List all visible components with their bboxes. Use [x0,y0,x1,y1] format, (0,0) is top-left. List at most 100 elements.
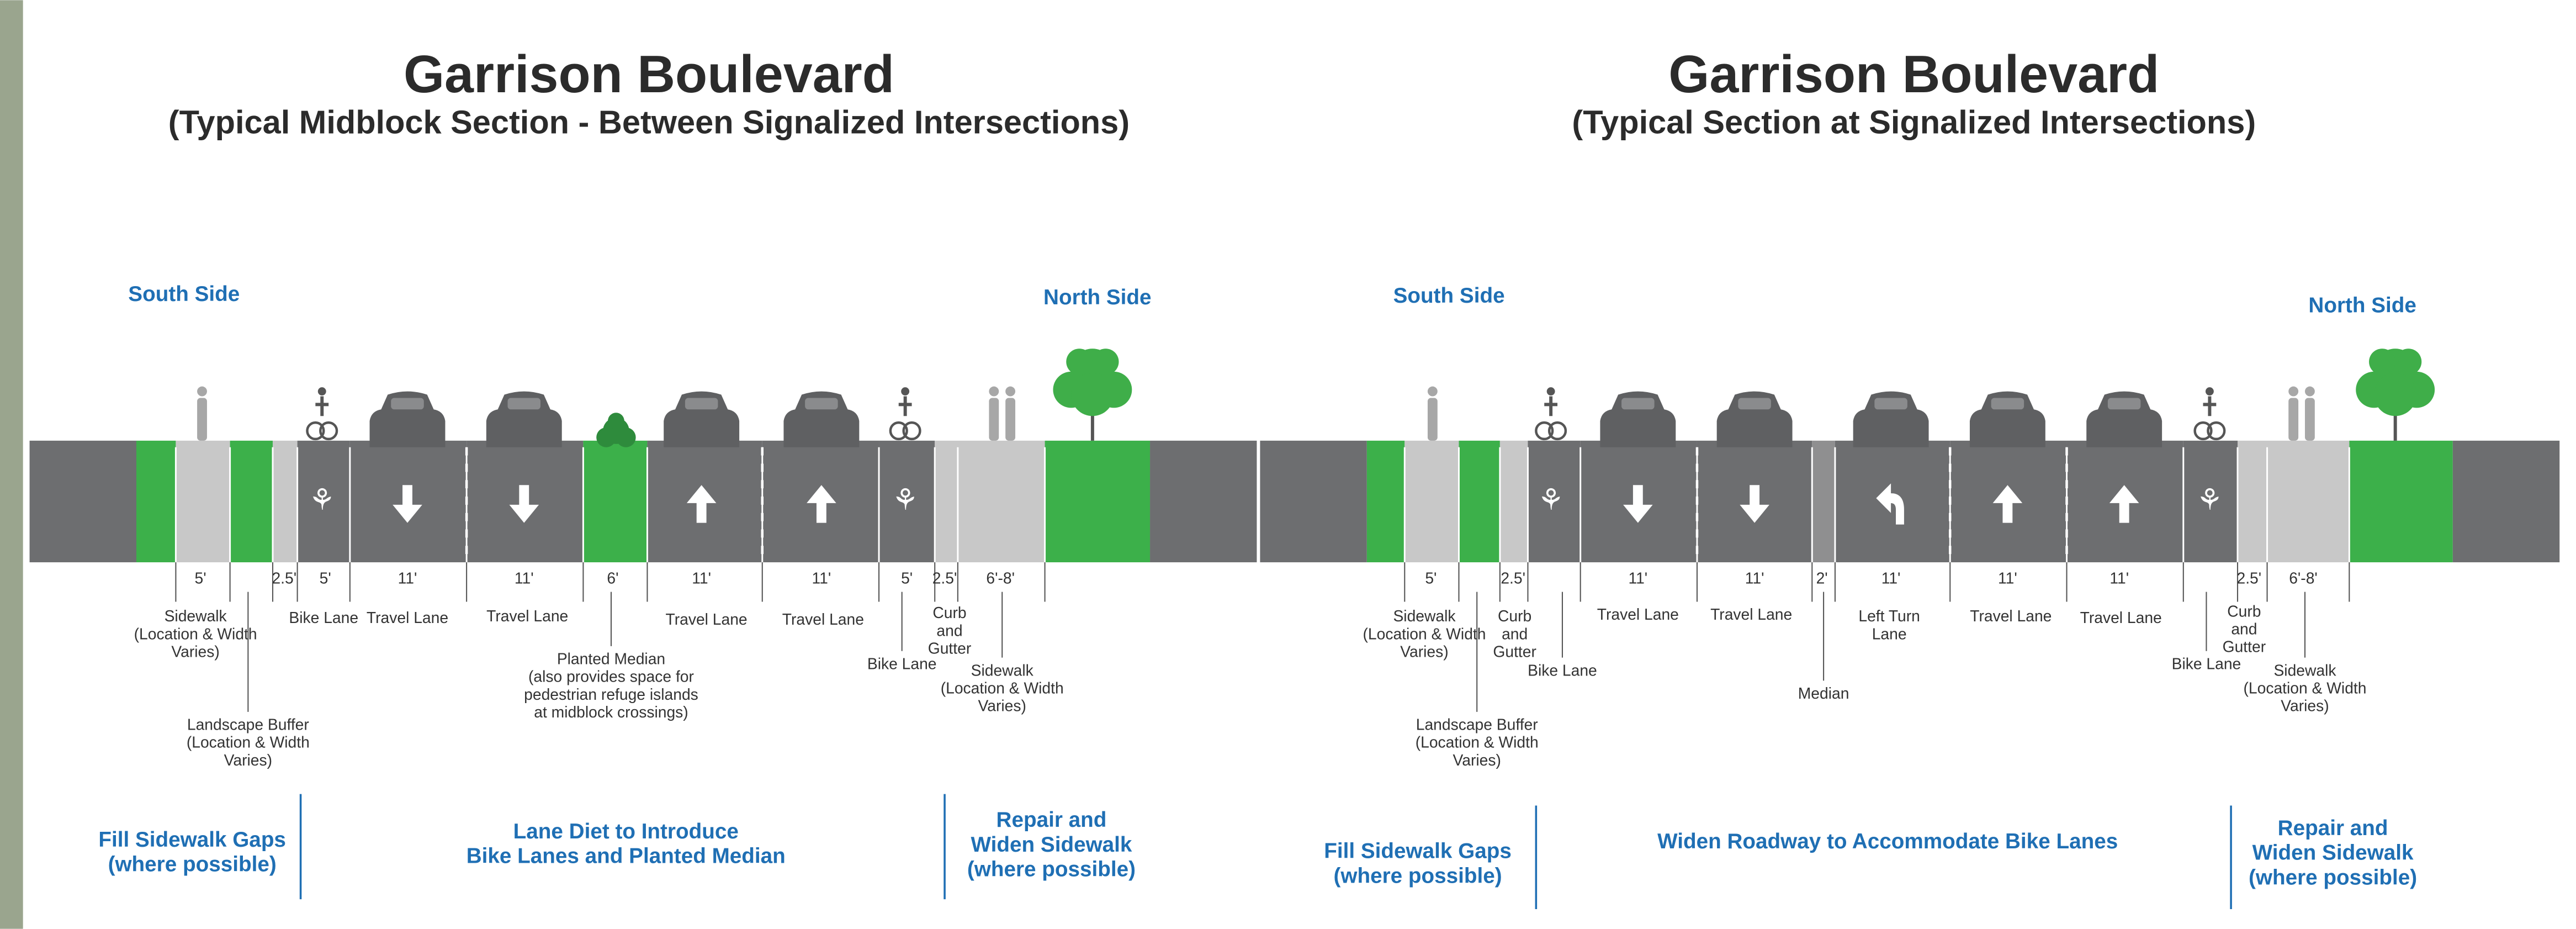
segment-label: Bike Lane [1528,661,1597,679]
cyclist-body [2203,397,2217,416]
shrub [608,413,624,429]
road-segment [2349,441,2452,562]
dimension-label: 2.5' [932,569,957,587]
side-label: North Side [1043,286,1152,309]
segment-label: Varies) [2281,697,2329,715]
cyclist-body [315,397,328,416]
road-segment [1045,441,1150,562]
aerial-strip [0,0,23,928]
title: Garrison Boulevard [404,45,894,104]
road-segment [1404,441,1459,562]
segment-label: Bike Lane [867,654,937,672]
cyclist-head [2206,387,2214,395]
improvement-note: Lane Diet to Introduce [513,820,739,843]
tree-canopy [1093,349,1119,375]
improvement-note: Widen Sidewalk [971,833,1132,857]
subtitle: (Typical Section at Signalized Intersect… [1572,103,2256,140]
cyclist-head [318,387,326,395]
segment-label: (Location & Width [2244,679,2367,697]
pedestrian-head [2288,387,2298,397]
segment-label: Travel Lane [666,610,748,628]
segment-label: (Location & Width [1416,733,1539,751]
side-label: South Side [128,282,240,306]
segment-label: Landscape Buffer [1416,716,1538,733]
shrub [616,427,636,447]
segment-label: Sidewalk [2273,661,2336,679]
road-segment [1459,441,1499,562]
segment-label: and [936,621,962,639]
dimension-label: 2.5' [272,569,296,587]
tree-canopy [1071,373,1114,416]
pedestrian-head [1428,387,1438,397]
dimension-label: 6'-8' [986,569,1015,587]
road-segment [30,441,136,562]
cyclist-body [1544,397,1557,416]
pedestrian-body [2288,398,2298,440]
improvement-note: (where possible) [967,857,1136,881]
subtitle: (Typical Midblock Section - Between Sign… [168,103,1130,140]
segment-label: Gutter [2223,638,2266,656]
cyclist-body [899,397,912,416]
improvement-note: (where possible) [1334,864,1502,888]
segment-label: Travel Lane [1597,605,1679,623]
road-segment [1260,441,1366,562]
improvement-note: Widen Sidewalk [2252,841,2414,865]
pedestrian-body [989,398,999,440]
dimension-label: 11' [692,569,711,587]
segment-label: Gutter [1493,642,1536,660]
pedestrian-body [2305,398,2315,440]
segment-label: Planted Median [557,650,665,668]
tree-canopy [2395,349,2422,375]
road-segment [583,441,647,562]
segment-label: (Location & Width [187,733,310,751]
pedestrian-body [1005,398,1015,440]
car-window [1738,398,1771,409]
segment-label: Varies) [1453,751,1501,769]
tree-canopy [2369,349,2395,375]
improvement-note: Widen Roadway to Accommodate Bike Lanes [1657,830,2118,853]
car-window [1991,398,2024,409]
dimension-label: 5' [320,569,331,587]
pedestrian-head [2305,387,2315,397]
cyclist-head [901,387,909,395]
pedestrian-body [197,398,207,440]
segment-label: (Location & Width [941,679,1064,697]
dimension-label: 11' [812,569,831,587]
road-segment [176,441,230,562]
road-segment [1812,441,1835,562]
segment-label: Sidewalk [165,607,227,625]
cross-section-diagram: Garrison Boulevard(Typical Midblock Sect… [0,0,2576,929]
segment-label: Travel Lane [1710,605,1792,623]
segment-label: Varies) [171,642,219,660]
pedestrian-head [1005,387,1015,397]
road-segment [1150,441,1257,562]
dimension-label: 11' [398,569,417,587]
segment-label: Bike Lane [289,609,358,626]
dimension-label: 11' [1628,569,1647,587]
title: Garrison Boulevard [1668,45,2159,104]
dimension-label: 11' [515,569,534,587]
dimension-label: 2' [1816,569,1828,587]
segment-label: Travel Lane [2080,609,2162,626]
cyclist-head [1547,387,1555,395]
segment-label: Curb [932,604,966,621]
improvement-note: (where possible) [2249,865,2417,889]
segment-label: Varies) [1400,642,1448,660]
dimension-label: 6'-8' [2289,569,2318,587]
dimension-label: 5' [901,569,913,587]
side-label: South Side [1393,284,1505,308]
segment-label: Sidewalk [971,661,1034,679]
segment-label: Travel Lane [486,607,568,625]
road-segment [2453,441,2559,562]
dimension-label: 5' [1425,569,1437,587]
dimension-label: 2.5' [1501,569,1525,587]
dimension-label: 11' [2109,569,2129,587]
improvement-note: Fill Sidewalk Gaps [1324,840,1512,863]
car-window [508,398,541,409]
segment-label: Landscape Buffer [187,716,309,733]
car-window [1874,398,1907,409]
segment-label: Travel Lane [782,610,864,628]
road-segment [1500,441,1528,562]
pedestrian-head [197,387,207,397]
segment-label: Sidewalk [1393,607,1456,625]
